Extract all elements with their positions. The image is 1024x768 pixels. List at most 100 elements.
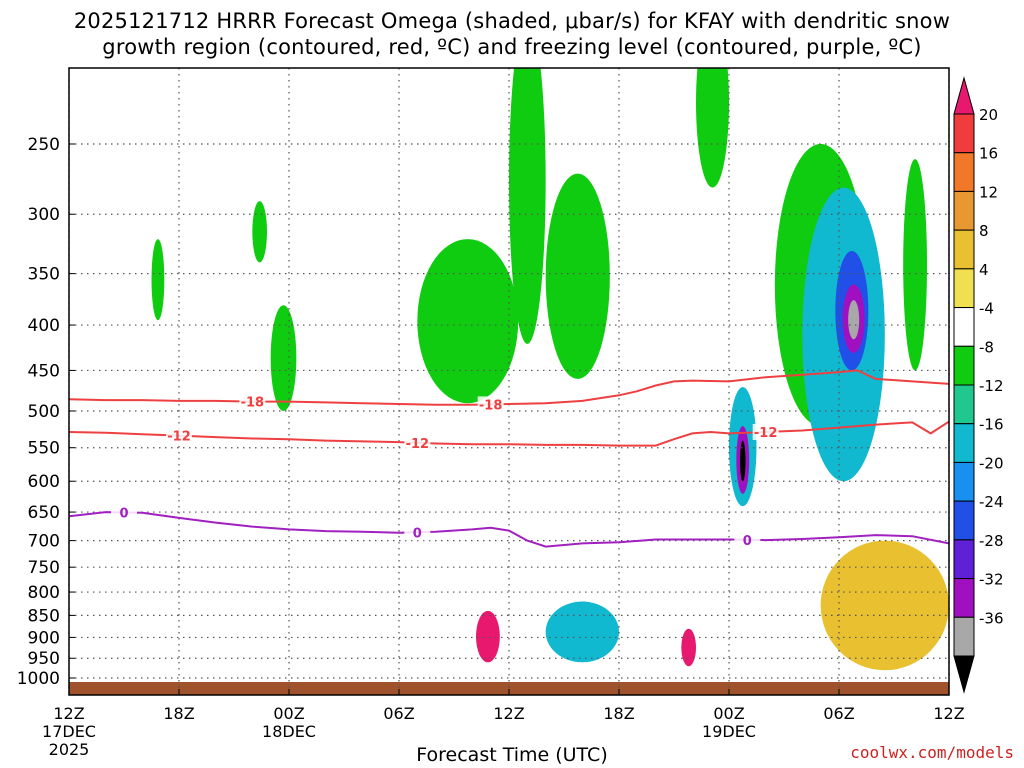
colorbar-swatch-3	[953, 190, 975, 231]
omega-region-19	[681, 628, 697, 667]
omega-region-8	[903, 159, 927, 371]
contour-label-bg-0-1	[477, 396, 504, 413]
colorbar-label-9: -20	[979, 454, 1004, 472]
contour-label-2-1: 0	[413, 526, 422, 541]
x-tick-label-18: 06Z	[383, 704, 414, 723]
contour-label-bg-1-1	[404, 434, 431, 451]
colorbar-label-3: 8	[979, 222, 989, 240]
x-tick-label-0: 12Z	[53, 704, 84, 723]
x-tick-date-12: 18DEC	[262, 722, 316, 741]
x-tick-label-36: 00Z	[713, 704, 744, 723]
contour-label-bg-2-2	[734, 531, 761, 548]
x-tick-label-42: 06Z	[823, 704, 854, 723]
y-tick-label-950: 950	[28, 649, 60, 669]
colorbar-swatch-1	[953, 113, 975, 154]
colorbar-label-4: 4	[979, 261, 989, 279]
y-tick-label-750: 750	[28, 558, 60, 578]
omega-region-21	[545, 601, 619, 663]
y-tick-label-800: 800	[28, 583, 60, 603]
y-axis: 2503003504004505005506006507007508008509…	[17, 135, 75, 689]
contour-label-2-0: 0	[119, 506, 128, 521]
omega-region-1	[252, 201, 267, 263]
colorbar-swatch-11	[953, 500, 975, 541]
colorbar-swatch-7	[953, 345, 975, 386]
colorbar-swatch-13	[953, 578, 975, 618]
contour-label-1-0: -12	[167, 430, 191, 445]
contour-line-1	[69, 420, 949, 447]
x-tick-date-36: 19DEC	[702, 722, 756, 741]
omega-region-20	[820, 540, 949, 671]
x-tick-label-30: 18Z	[603, 704, 634, 723]
colorbar: 20 16 12 8 4 -4 -8 -12 -16 -20 -24 -28 -32 -36	[953, 76, 1004, 694]
y-tick-label-1000: 1000	[17, 669, 60, 689]
y-tick-label-650: 650	[28, 503, 60, 523]
contour-label-1-1: -12	[406, 437, 430, 452]
omega-region-0	[151, 239, 165, 321]
colorbar-swatch-5	[953, 268, 975, 309]
colorbar-label-5: -4	[979, 300, 994, 318]
contour-label-bg-2-0	[111, 504, 137, 521]
colorbar-swatch-8	[953, 384, 975, 425]
colorbar-swatch-2	[953, 152, 975, 192]
omega-region-15	[740, 440, 746, 482]
x-tick-date-0: 17DEC	[42, 722, 96, 741]
y-tick-label-450: 450	[28, 361, 60, 381]
contour-line-0	[69, 369, 949, 406]
x-tick-label-6: 18Z	[163, 704, 194, 723]
x-tick-year-0: 2025	[49, 740, 90, 759]
contour-label-0-0: -18	[241, 396, 265, 411]
y-tick-label-900: 900	[28, 628, 60, 648]
omega-region-2	[270, 305, 297, 411]
colorbar-label-2: 12	[979, 183, 998, 201]
credit-text: coolwx.com/models	[850, 743, 1014, 762]
y-tick-label-600: 600	[28, 472, 60, 492]
y-tick-label-400: 400	[28, 316, 60, 336]
colorbar-swatch-6	[953, 307, 975, 347]
y-tick-label-500: 500	[28, 402, 60, 422]
colorbar-label-6: -8	[979, 338, 994, 356]
contour-label-bg-0-0	[239, 393, 266, 410]
colorbar-bottom-arrow	[953, 655, 975, 694]
contour-label-2-2: 0	[743, 534, 752, 549]
colorbar-label-1: 16	[979, 145, 998, 163]
omega-region-12	[848, 300, 860, 340]
chart-title-line-2: growth region (contoured, red, ºC) and f…	[102, 35, 922, 59]
colorbar-label-13: -36	[979, 609, 1004, 627]
contour-label-bg-1-0	[166, 427, 192, 444]
y-tick-label-300: 300	[28, 205, 60, 225]
contour-label-bg-2-1	[404, 524, 431, 541]
y-tick-label-850: 850	[28, 606, 60, 626]
x-tick-label-12: 00Z	[273, 704, 304, 723]
x-tick-label-24: 12Z	[493, 704, 524, 723]
y-tick-label-700: 700	[28, 532, 60, 552]
colorbar-label-0: 20	[979, 106, 998, 124]
x-tick-label-48: 12Z	[933, 704, 964, 723]
contour-line-2	[69, 511, 949, 548]
colorbar-top-arrow	[953, 76, 975, 115]
y-tick-label-350: 350	[28, 265, 60, 285]
isotherm-contours: -18 -18 -12 -12 -12 0 0 0	[69, 369, 949, 549]
y-tick-label-250: 250	[28, 135, 60, 155]
contour-label-bg-1-2	[752, 423, 779, 440]
omega-shading	[151, 68, 949, 671]
colorbar-swatch-12	[953, 539, 975, 580]
colorbar-label-10: -24	[979, 493, 1004, 511]
colorbar-label-11: -28	[979, 532, 1004, 550]
colorbar-label-7: -12	[979, 377, 1004, 395]
colorbar-swatch-4	[953, 229, 975, 270]
omega-region-3	[417, 239, 519, 404]
colorbar-label-8: -16	[979, 416, 1004, 434]
x-axis-label: Forecast Time (UTC)	[416, 744, 608, 766]
colorbar-swatch-9	[953, 423, 975, 463]
chart-title-line-1: 2025121712 HRRR Forecast Omega (shaded, …	[73, 9, 951, 33]
colorbar-swatch-14	[953, 616, 975, 657]
omega-region-6	[696, 68, 729, 188]
omega-region-4	[509, 68, 546, 344]
omega-region-18	[476, 610, 500, 663]
colorbar-swatch-10	[953, 461, 975, 502]
y-tick-label-550: 550	[28, 439, 60, 459]
omega-region-5	[545, 173, 610, 379]
colorbar-label-12: -32	[979, 571, 1004, 589]
